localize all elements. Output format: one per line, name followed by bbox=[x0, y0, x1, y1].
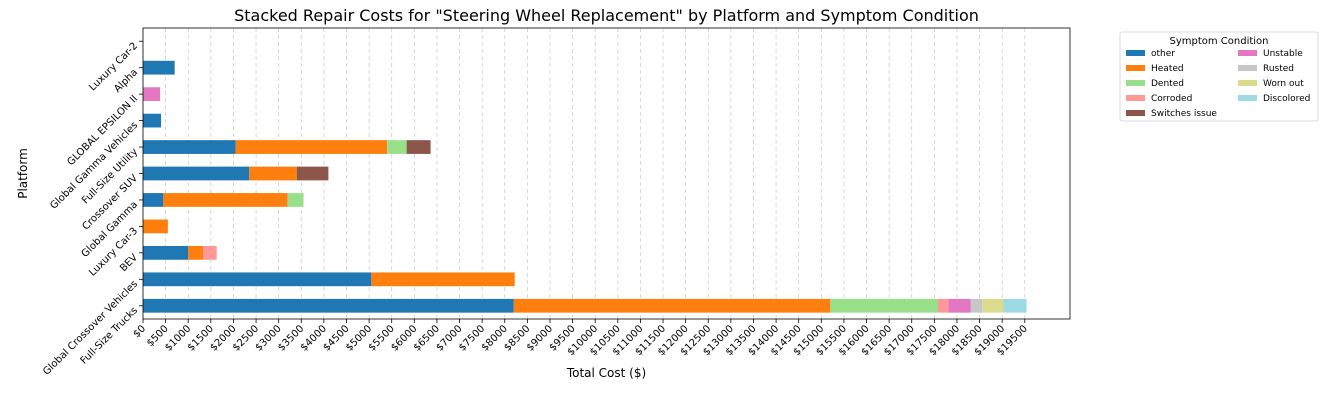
legend-swatch-worn-out bbox=[1238, 80, 1257, 86]
bar-bev-heated bbox=[188, 245, 204, 260]
bar-alpha-other bbox=[143, 60, 175, 75]
bar-global-epsilon-ii-unstable bbox=[143, 87, 161, 102]
legend: Symptom Condition other Heated Dented Corro… bbox=[1119, 31, 1319, 122]
bar-full-size-utility-switches-issue bbox=[406, 140, 431, 154]
bar-full-size-trucks-dented bbox=[830, 298, 938, 313]
legend-swatch-other bbox=[1126, 50, 1145, 56]
bar-full-size-trucks-corroded bbox=[937, 298, 949, 313]
bar-bev-other bbox=[143, 245, 189, 260]
bar-global-gamma-other bbox=[143, 193, 164, 207]
legend-title: Symptom Condition bbox=[1169, 36, 1268, 47]
legend-swatch-dented bbox=[1126, 80, 1145, 86]
bar-full-size-trucks-unstable bbox=[948, 298, 971, 313]
x-axis-ticks: $0$500$1000$1500$2000$2500$3000$3500$400… bbox=[131, 319, 1030, 358]
bar-global-gamma-vehicles-other bbox=[143, 113, 162, 128]
legend-items: other Heated Dented Corroded Switches issue U… bbox=[1126, 49, 1310, 119]
legend-label-discolored: Discolored bbox=[1263, 94, 1310, 104]
legend-label-dented: Dented bbox=[1151, 79, 1184, 89]
y-tick-label: Global Crossover Vehicles bbox=[41, 279, 140, 378]
x-tick-label: $0 bbox=[131, 323, 148, 340]
legend-swatch-rusted bbox=[1238, 65, 1257, 71]
bar-bev-corroded bbox=[203, 245, 217, 260]
y-axis-label: Platform bbox=[16, 148, 30, 199]
bar-full-size-utility-other bbox=[143, 140, 236, 154]
bar-full-size-trucks-discolored bbox=[1003, 298, 1027, 313]
bar-full-size-utility-dented bbox=[387, 140, 407, 154]
legend-label-switches-issue: Switches issue bbox=[1151, 109, 1217, 119]
legend-swatch-corroded bbox=[1126, 95, 1145, 101]
legend-box bbox=[1119, 31, 1319, 122]
bars bbox=[143, 60, 1027, 313]
bar-global-gamma-heated bbox=[163, 193, 288, 207]
y-tick-label: BEV bbox=[118, 252, 140, 274]
legend-label-unstable: Unstable bbox=[1263, 49, 1303, 59]
legend-swatch-discolored bbox=[1238, 95, 1257, 101]
legend-label-worn-out: Worn out bbox=[1263, 79, 1304, 89]
bar-full-size-trucks-heated bbox=[513, 298, 831, 313]
bar-global-crossover-vehicles-other bbox=[143, 272, 372, 287]
x-axis-label: Total Cost ($) bbox=[566, 366, 646, 380]
legend-label-rusted: Rusted bbox=[1263, 64, 1294, 74]
bar-crossover-suv-switches-issue bbox=[296, 166, 329, 181]
bar-luxury-car-3-heated bbox=[143, 219, 168, 234]
bar-full-size-trucks-rusted bbox=[970, 298, 983, 313]
legend-swatch-switches-issue bbox=[1126, 110, 1145, 116]
chart-title: Stacked Repair Costs for "Steering Wheel… bbox=[234, 6, 979, 25]
legend-swatch-unstable bbox=[1238, 50, 1257, 56]
bar-full-size-trucks-other bbox=[143, 298, 514, 313]
bar-crossover-suv-heated bbox=[249, 166, 297, 181]
bar-global-crossover-vehicles-heated bbox=[371, 272, 515, 287]
legend-label-heated: Heated bbox=[1151, 64, 1184, 74]
bar-full-size-utility-heated bbox=[235, 140, 388, 154]
legend-label-corroded: Corroded bbox=[1151, 94, 1192, 104]
bar-global-gamma-dented bbox=[287, 193, 304, 207]
legend-label-other: other bbox=[1151, 49, 1175, 59]
bar-crossover-suv-other bbox=[143, 166, 250, 181]
legend-swatch-heated bbox=[1126, 65, 1145, 71]
bar-full-size-trucks-worn-out bbox=[982, 298, 1004, 313]
